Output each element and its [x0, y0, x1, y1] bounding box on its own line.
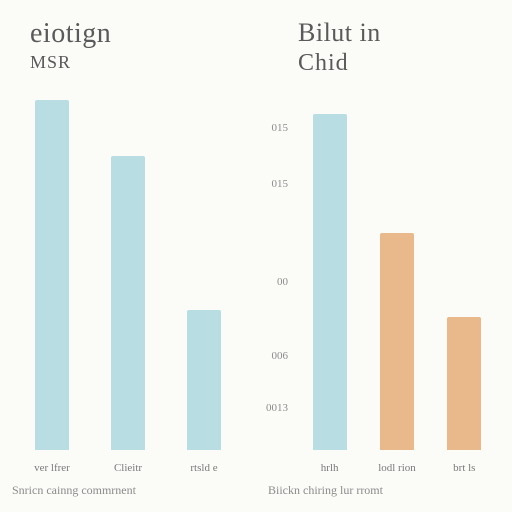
panel-left-caption: Snricn cainng commrnent	[12, 483, 248, 498]
bar-right-0	[313, 114, 347, 450]
xlabel: ver lfrer	[14, 462, 90, 474]
panel-left-plot	[8, 100, 248, 450]
xlabel: lodl rion	[363, 462, 430, 474]
ytick: 015	[260, 122, 288, 134]
ytick: 00	[260, 276, 288, 288]
panel-right-plot: 015 015 00 006 0013	[290, 100, 504, 450]
xlabel: brt ls	[431, 462, 498, 474]
panel-right-caption: Biickn chiring lur rromt	[268, 483, 504, 498]
ytick: 006	[260, 350, 288, 362]
title-line1: Bilut in	[298, 18, 381, 48]
ytick: 0013	[260, 402, 288, 414]
title-line2: Chid	[298, 50, 381, 77]
ytick: 015	[260, 178, 288, 190]
bar-left-1	[111, 156, 145, 450]
panel-left: eiotign MSR ver lfrer Clieitr rtsld e Sn…	[0, 0, 256, 512]
figure-canvas: eiotign MSR ver lfrer Clieitr rtsld e Sn…	[0, 0, 512, 512]
panel-right-bars	[290, 100, 504, 450]
panel-left-bars	[8, 100, 248, 450]
xlabel: Clieitr	[90, 462, 166, 474]
bar-right-1	[380, 233, 414, 450]
title-line1: eiotign	[30, 18, 111, 50]
panel-right-yticks: 015 015 00 006 0013	[260, 100, 288, 450]
xlabel: hrlh	[296, 462, 363, 474]
bar-left-0	[35, 100, 69, 450]
panel-left-xlabels: ver lfrer Clieitr rtsld e	[8, 462, 248, 474]
panel-right-xlabels: hrlh lodl rion brt ls	[290, 462, 504, 474]
panel-left-title: eiotign MSR	[30, 18, 111, 73]
panel-right: Bilut in Chid 015 015 00 006 0013 hrlh l…	[256, 0, 512, 512]
bar-right-2	[447, 317, 481, 450]
bar-left-2	[187, 310, 221, 450]
xlabel: rtsld e	[166, 462, 242, 474]
title-line2: MSR	[30, 52, 111, 73]
panel-right-title: Bilut in Chid	[298, 18, 381, 77]
